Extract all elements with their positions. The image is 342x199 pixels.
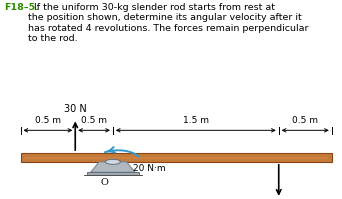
- Polygon shape: [91, 162, 135, 172]
- Bar: [87, 172, 139, 175]
- Circle shape: [105, 159, 120, 164]
- Text: 0.5 m: 0.5 m: [81, 116, 107, 125]
- Bar: [21, 153, 332, 162]
- Text: F18–5.: F18–5.: [4, 3, 39, 12]
- Text: 1.5 m: 1.5 m: [183, 116, 209, 125]
- Text: 30 N: 30 N: [64, 104, 87, 114]
- Bar: [24, 157, 328, 159]
- Text: O: O: [100, 178, 108, 187]
- Text: If the uniform 30-kg slender rod starts from rest at
the position shown, determi: If the uniform 30-kg slender rod starts …: [28, 3, 308, 43]
- Text: 20 N·m: 20 N·m: [133, 164, 166, 173]
- Text: 0.5 m: 0.5 m: [292, 116, 318, 125]
- Text: 0.5 m: 0.5 m: [35, 116, 61, 125]
